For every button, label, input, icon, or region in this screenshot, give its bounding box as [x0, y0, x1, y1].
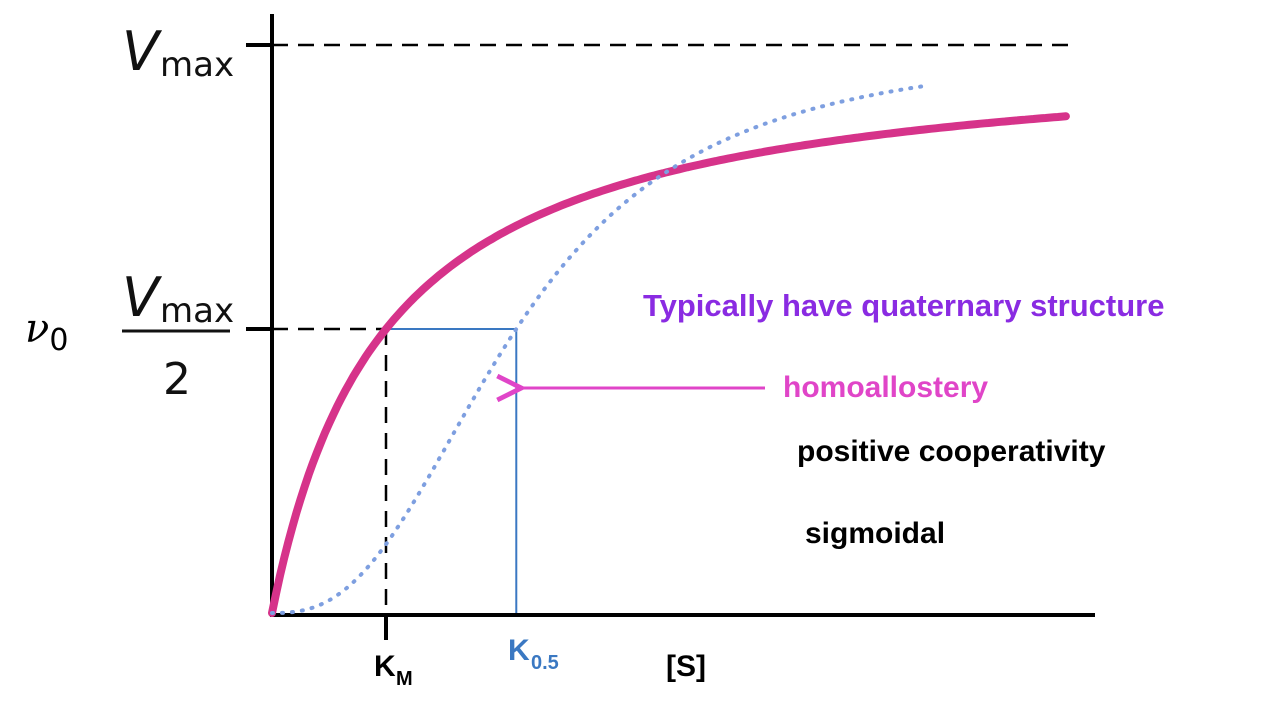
- y-tick-label-vmax-half: V max 2: [122, 266, 234, 405]
- y-tick-denominator: 2: [163, 354, 191, 405]
- annotation-sigmoidal: sigmoidal: [805, 517, 945, 550]
- annotation-quaternary: Typically have quaternary structure: [643, 288, 1164, 323]
- y-tick-var: V: [122, 20, 163, 83]
- y-tick-var: V: [122, 266, 163, 329]
- y-axis-label-sub: 0: [49, 323, 68, 358]
- annotation-homoallostery: homoallostery: [783, 371, 988, 404]
- x-tick-label-k05: K 0.5: [508, 634, 559, 674]
- x-tick-label-km: K M: [374, 650, 413, 690]
- y-tick-sub: max: [160, 45, 234, 85]
- x-tick-sub: 0.5: [531, 652, 559, 674]
- x-tick-main: K: [374, 650, 396, 683]
- x-tick-main: K: [508, 634, 530, 667]
- annotation-positive-cooperativity: positive cooperativity: [797, 435, 1106, 468]
- series-line-sigmoidal: [270, 84, 926, 615]
- x-tick-sub: M: [396, 668, 413, 690]
- y-axis-label: ν0: [25, 306, 68, 358]
- series-line-hyperbolic: [268, 112, 1070, 617]
- y-tick-sub: max: [160, 291, 234, 331]
- y-axis-label-main: ν: [25, 306, 49, 352]
- y-tick-label-vmax: V max: [122, 20, 234, 85]
- x-axis-label: [S]: [666, 650, 706, 683]
